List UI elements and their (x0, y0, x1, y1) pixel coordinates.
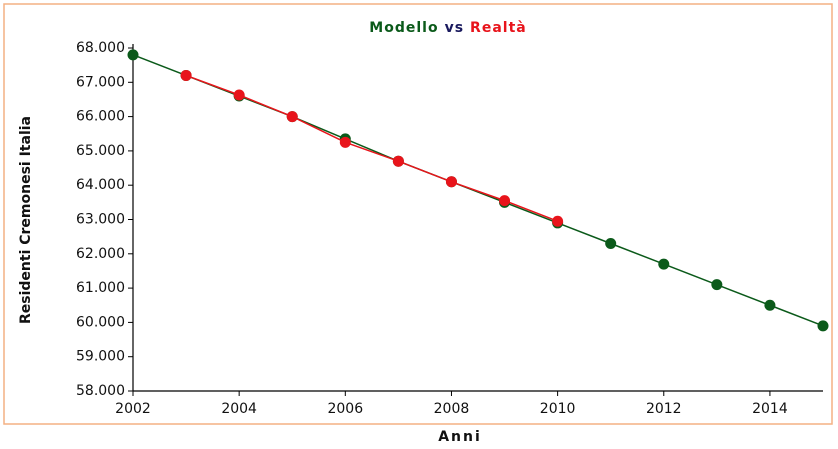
data-point (180, 69, 192, 81)
x-tick-label: 2004 (221, 401, 257, 417)
y-tick-label: 62.000 (76, 246, 125, 262)
data-point (339, 136, 351, 148)
data-point (817, 320, 829, 332)
data-point (392, 155, 404, 167)
title-part: Modello (369, 20, 438, 36)
data-point (233, 89, 245, 101)
x-tick-label: 2002 (115, 401, 151, 417)
x-tick-label: 2014 (752, 401, 788, 417)
series-line (132, 54, 824, 327)
x-tick-label: 2010 (540, 401, 576, 417)
data-point (286, 111, 298, 123)
y-tick-label: 59.000 (76, 349, 125, 365)
y-tick-label: 67.000 (76, 74, 125, 90)
y-tick-label: 66.000 (76, 109, 125, 125)
data-point (605, 238, 617, 250)
x-tick-label: 2012 (646, 401, 682, 417)
x-tick-label: 2008 (434, 401, 470, 417)
data-point (711, 279, 723, 291)
chart-title: Modello vs Realtà (369, 20, 526, 36)
data-point (552, 215, 564, 227)
series-line (185, 74, 558, 222)
data-point (445, 176, 457, 188)
y-tick-label: 68.000 (76, 40, 125, 56)
title-part: vs (445, 20, 464, 36)
x-axis-label: Anni (438, 429, 482, 445)
y-tick-label: 61.000 (76, 280, 125, 296)
y-tick-label: 64.000 (76, 177, 125, 193)
y-axis-label: Residenti Cremonesi Italia (18, 116, 34, 324)
chart-frame (3, 3, 833, 425)
x-tick-label: 2006 (327, 401, 363, 417)
y-tick-label: 63.000 (76, 212, 125, 228)
y-tick-label: 58.000 (76, 383, 125, 399)
y-tick-label: 65.000 (76, 143, 125, 159)
data-point (764, 299, 776, 311)
data-point (658, 258, 670, 270)
title-part: Realtà (470, 20, 527, 36)
data-point (499, 195, 511, 207)
data-point (127, 49, 139, 61)
y-tick-label: 60.000 (76, 314, 125, 330)
